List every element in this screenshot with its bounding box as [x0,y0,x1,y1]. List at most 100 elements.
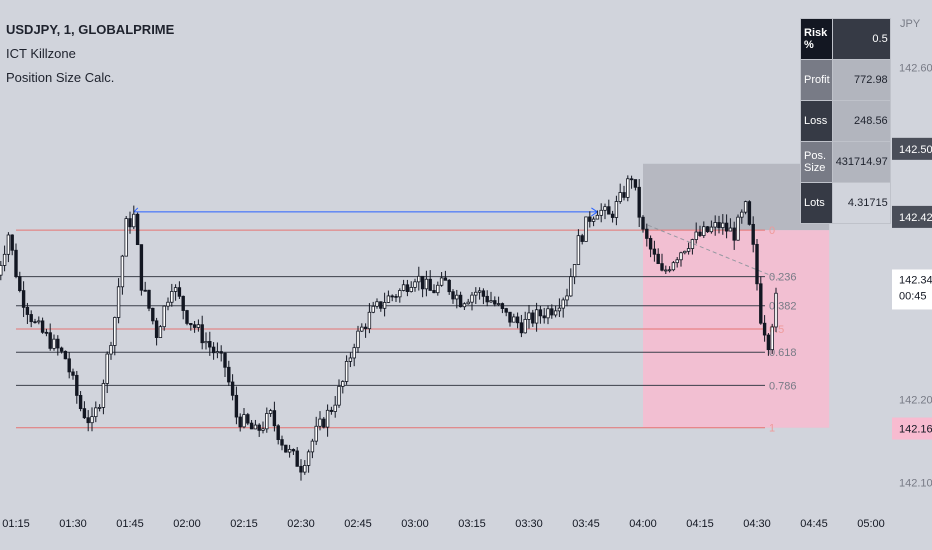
candle-body [694,231,698,240]
candle-body [268,410,273,414]
candle-body [33,321,37,324]
candle-body [67,358,71,373]
x-tick-label: 04:30 [743,518,771,530]
candle-body [63,350,68,360]
candle-body [261,428,265,431]
fib-level-label: 0.236 [769,272,797,284]
x-tick-label: 03:30 [515,518,543,530]
candle-body [508,311,512,323]
candle-body [234,394,239,418]
x-tick-label: 04:00 [629,518,657,530]
candle-body [698,231,702,236]
candle-body [90,416,94,424]
candle-body [439,277,444,286]
candle-body [732,227,736,241]
symbol-title[interactable]: USDJPY, 1, GLOBALPRIME [6,22,175,37]
candle-body [322,418,326,428]
candle-body [257,424,261,431]
candle-body [71,371,75,376]
x-tick-label: 01:15 [2,518,30,530]
candle-body [705,226,710,233]
fib-level-label: 0.382 [769,301,797,313]
candle-body [132,213,136,228]
candle-body [671,262,676,271]
profit-value: 772.98 [831,59,891,101]
fib-level-label: 1 [769,423,775,435]
candle-body [664,269,668,272]
candle-body [534,309,539,324]
candle-body [306,451,311,466]
candle-body [401,284,406,291]
candle-body [477,290,482,293]
candle-body [542,315,546,319]
candle-body [360,326,364,332]
candle-body [211,346,216,354]
candle-body [576,235,581,265]
x-tick-label: 03:45 [572,518,600,530]
candle-body [413,281,417,288]
candle-body [101,383,106,408]
candle-body [595,214,600,220]
candle-body [550,308,554,316]
indicator-ict-killzone[interactable]: ICT Killzone [6,46,76,61]
y-tick-label: 142.600 [899,63,932,75]
candle-body [747,201,752,225]
candle-body [607,206,611,215]
candle-body [432,290,436,294]
candle-body [181,295,185,311]
x-tick-label: 04:45 [800,518,828,530]
x-tick-label: 02:00 [173,518,201,530]
candle-body [766,334,771,351]
candle-body [679,252,683,261]
candle-body [29,314,33,323]
candle-body [755,243,759,285]
candle-body [553,310,558,316]
candle-body [709,226,714,233]
x-tick-label: 03:00 [401,518,429,530]
candle-body [398,290,402,298]
candle-body [173,287,178,292]
candle-body [18,276,22,291]
pos-size-value: 431714.97 [831,141,891,183]
profit-zone [643,163,830,231]
candle-body [363,326,368,330]
candle-body [527,312,531,320]
profit-row: Profit 772.98 [800,59,891,101]
candle-body [177,287,182,297]
candle-body [151,307,155,322]
candle-body [485,295,489,303]
candle-body [280,439,284,446]
candle-body [515,316,520,324]
candle-body [25,306,30,315]
candle-body [139,244,144,291]
pos-size-row: Pos. Size 431714.97 [800,141,891,183]
candle-body [493,300,497,305]
risk-label: Risk % [800,18,833,60]
candle-body [143,289,147,292]
candle-body [436,284,440,294]
price-badge-bg [892,137,932,160]
candle-body [428,278,432,291]
lots-label: Lots [800,182,833,224]
risk-value: 0.5 [831,18,891,60]
candle-body [572,264,577,278]
candle-body [295,450,299,467]
candle-body [648,238,653,250]
indicator-position-size[interactable]: Position Size Calc. [6,70,115,85]
lots-value: 4.31715 [831,182,891,224]
x-tick-label: 03:15 [458,518,486,530]
candle-body [405,284,410,292]
candle-body [675,259,679,264]
candle-body [481,290,486,297]
candle-body [337,385,341,406]
candle-body [75,374,79,396]
candle-body [629,178,634,181]
candle-body [375,301,379,307]
candle-body [743,201,748,213]
candle-body [565,295,569,301]
candle-body [458,294,463,308]
candle-body [660,263,664,271]
candle-body [770,326,774,351]
candle-body [614,201,619,218]
